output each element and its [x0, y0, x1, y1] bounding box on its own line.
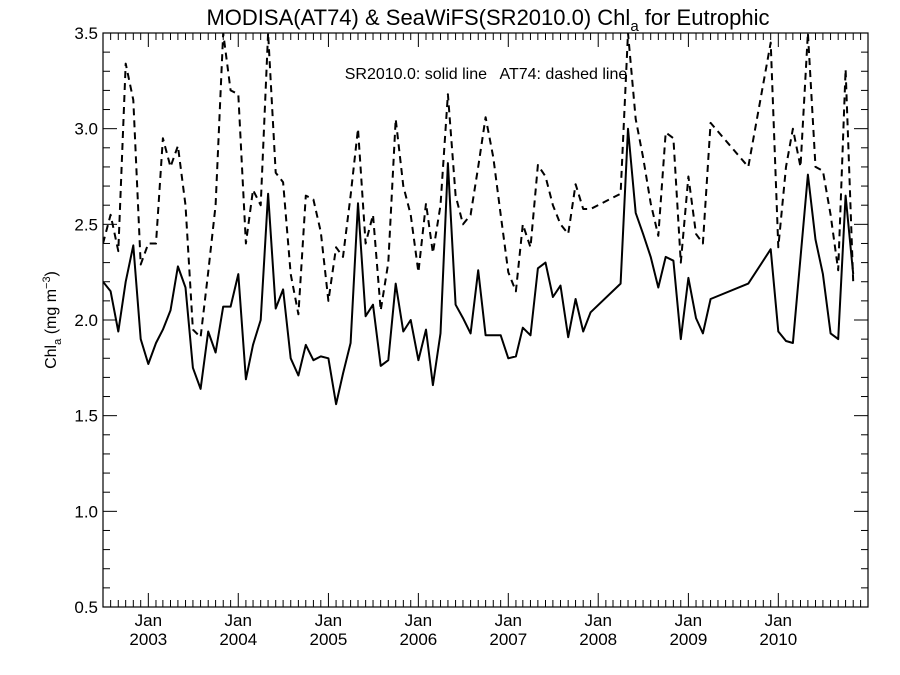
x-tick-label-month: Jan	[675, 611, 702, 630]
x-tick-label-month: Jan	[315, 611, 342, 630]
y-tick-label: 3.5	[74, 24, 98, 43]
x-tick-label-year: 2003	[129, 630, 167, 649]
y-axis-label: Chla (mg m−3)	[41, 271, 64, 369]
y-axis-label-unit: (mg m	[43, 289, 60, 339]
y-axis-label-superscript: −3	[41, 276, 53, 289]
y-tick-label: 1.0	[74, 502, 98, 521]
x-tick-label-month: Jan	[495, 611, 522, 630]
y-tick-label: 2.0	[74, 311, 98, 330]
series-layer	[103, 33, 855, 406]
x-tick-label-month: Jan	[765, 611, 792, 630]
y-tick-label: 2.5	[74, 215, 98, 234]
y-axis-label-close: )	[43, 271, 60, 276]
x-tick-label-year: 2010	[759, 630, 797, 649]
chart-title-subscript: a	[630, 18, 639, 35]
y-axis-label-main: Chl	[43, 345, 60, 369]
x-tick-label-month: Jan	[405, 611, 432, 630]
x-tick-label-year: 2004	[219, 630, 257, 649]
x-tick-label-year: 2009	[669, 630, 707, 649]
chart-annotation: SR2010.0: solid line AT74: dashed line	[345, 66, 628, 83]
series-line-at74	[103, 33, 855, 339]
y-tick-label: 0.5	[74, 598, 98, 617]
chart-title-main: MODISA(AT74) & SeaWiFS(SR2010.0) Chl	[206, 5, 630, 30]
axis-layer: 0.51.01.52.02.53.03.5Jan2003Jan2004Jan20…	[74, 24, 869, 649]
y-tick-label: 3.0	[74, 120, 98, 139]
x-tick-label-month: Jan	[135, 611, 162, 630]
chart-title-end: for Eutrophic	[639, 5, 770, 30]
x-tick-label-year: 2007	[489, 630, 527, 649]
x-tick-label-month: Jan	[225, 611, 252, 630]
x-tick-label-month: Jan	[585, 611, 612, 630]
y-axis-label-subscript: a	[52, 338, 64, 345]
chart-title: MODISA(AT74) & SeaWiFS(SR2010.0) Chla fo…	[206, 5, 769, 35]
y-tick-label: 1.5	[74, 407, 98, 426]
x-tick-label-year: 2005	[310, 630, 348, 649]
series-line-sr2010-0	[103, 127, 855, 406]
x-tick-label-year: 2006	[399, 630, 437, 649]
x-tick-label-year: 2008	[579, 630, 617, 649]
